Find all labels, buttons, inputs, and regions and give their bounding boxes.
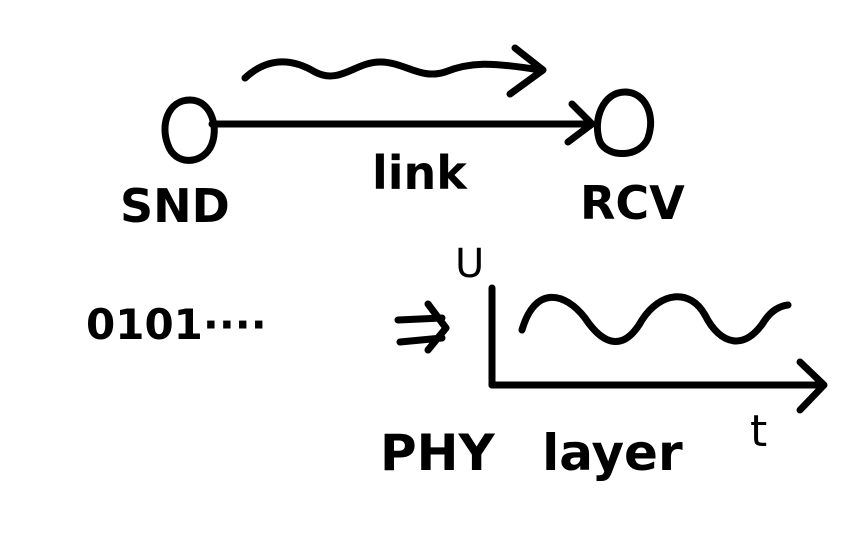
graph-signal-wave [518, 293, 792, 345]
link-arrowhead [564, 100, 596, 146]
receiver-node-circle [593, 88, 655, 157]
bits-label: 0101···· [86, 300, 267, 349]
graph-y-axis-label: U [455, 241, 485, 287]
implies-arrow [394, 300, 450, 354]
graph-x-axis-arrowhead [796, 358, 828, 414]
sender-label: SND [120, 179, 230, 233]
sender-node-circle [161, 96, 218, 164]
receiver-label: RCV [580, 176, 685, 230]
signal-wave-arrowhead [506, 44, 547, 98]
phy-layer-label: PHY layer [380, 424, 683, 482]
signal-wave-arrow [241, 58, 544, 82]
graph-x-axis-label: t [750, 406, 768, 457]
link-label: link [372, 146, 467, 200]
